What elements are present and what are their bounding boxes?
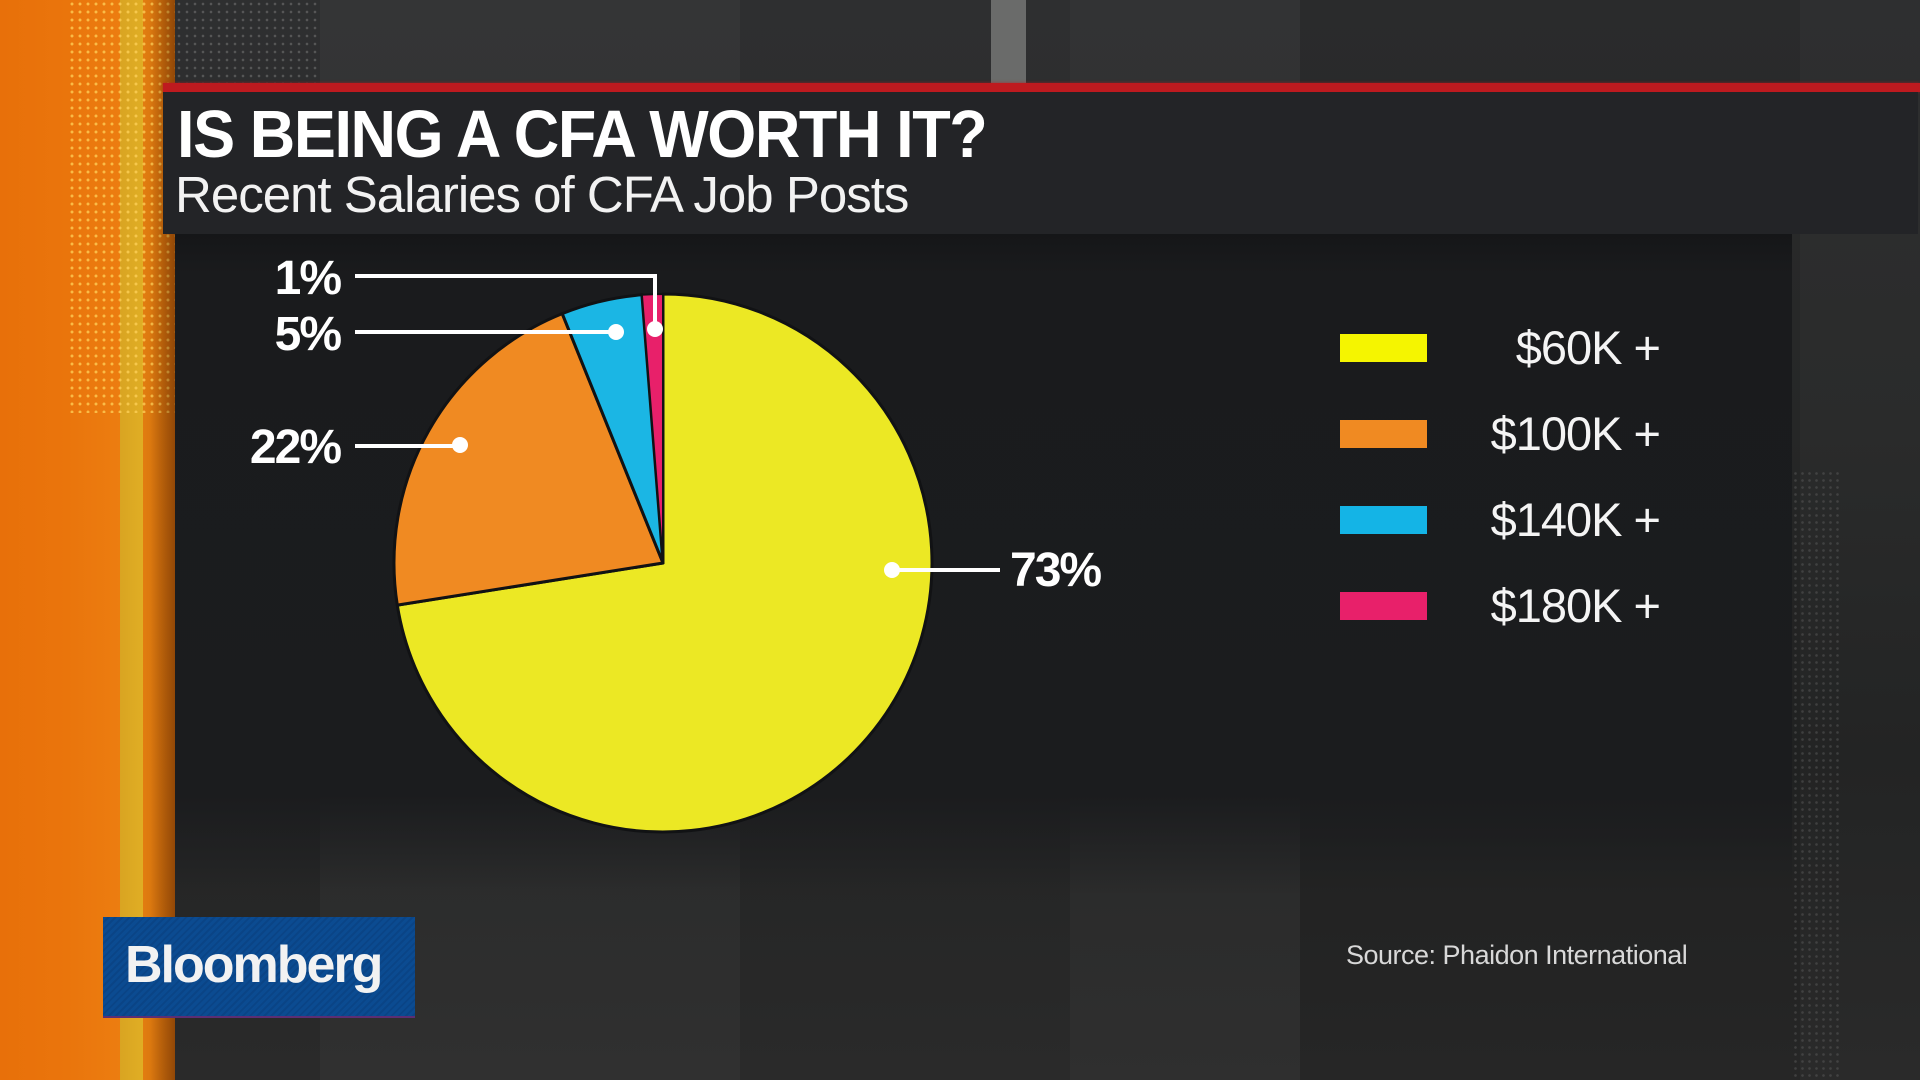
label-73-percent: 73% [1010, 544, 1102, 597]
title-panel: IS BEING A CFA WORTH IT? Recent Salaries… [163, 92, 1918, 234]
legend-label: $180K + [1490, 579, 1661, 632]
legend-label: $140K + [1490, 493, 1661, 546]
legend-swatch-blue [1340, 506, 1427, 534]
decorative-dot-pattern [175, 0, 320, 83]
legend-swatch-pink [1340, 592, 1427, 620]
legend-swatch-orange [1340, 420, 1427, 448]
legend-item-100k: $100K + [1340, 407, 1661, 460]
pie-slice-60k[interactable] [395, 292, 934, 834]
label-5-percent: 5% [274, 308, 342, 361]
label-22-percent: 22% [249, 421, 342, 474]
decorative-dot-pattern [1792, 470, 1842, 1080]
legend-label: $100K + [1490, 407, 1661, 460]
title-accent-line [163, 83, 1920, 92]
chart-title: IS BEING A CFA WORTH IT? [177, 97, 988, 172]
decorative-dot-pattern [68, 0, 175, 413]
decorative-gray-bar [991, 0, 1026, 83]
bloomberg-logo: Bloomberg [103, 917, 415, 1018]
legend-item-140k: $140K + [1340, 493, 1661, 546]
logo-text: Bloomberg [125, 936, 383, 994]
legend-item-180k: $180K + [1340, 579, 1661, 632]
legend-swatch-yellow [1340, 334, 1427, 362]
chart-subtitle: Recent Salaries of CFA Job Posts [175, 166, 909, 223]
source-note: Source: Phaidon International [1346, 940, 1688, 970]
label-1-percent: 1% [274, 252, 342, 305]
legend-item-60k: $60K + [1340, 321, 1661, 374]
legend-label: $60K + [1515, 321, 1661, 374]
